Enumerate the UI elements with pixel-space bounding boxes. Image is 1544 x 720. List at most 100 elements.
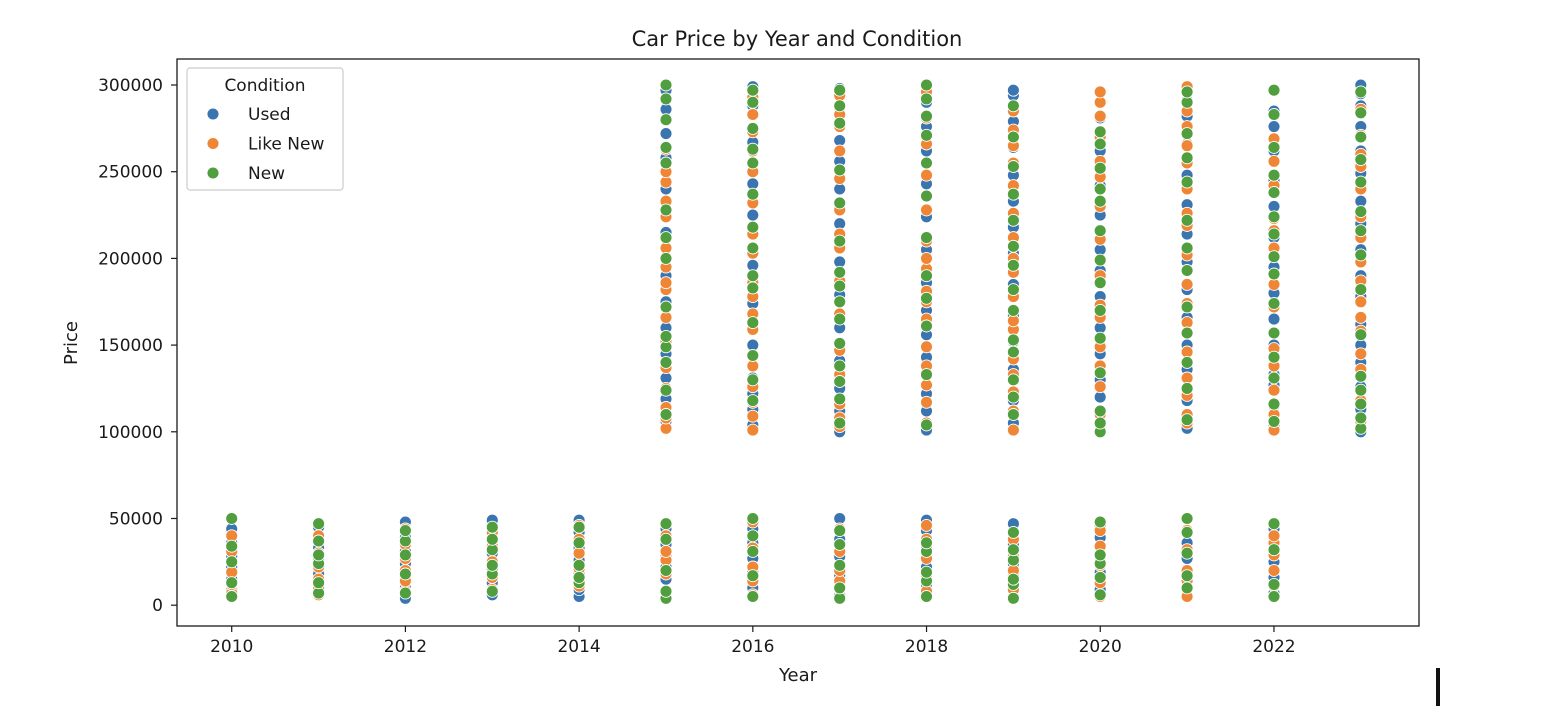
point-like-new xyxy=(920,168,933,182)
point-new xyxy=(833,416,847,430)
point-new xyxy=(920,231,933,245)
point-like-new xyxy=(920,395,933,409)
point-new xyxy=(1006,373,1020,387)
point-new xyxy=(1180,175,1194,189)
series-like-new xyxy=(225,80,1368,603)
point-new xyxy=(1354,175,1368,189)
legend-label-used: Used xyxy=(248,105,291,125)
point-new xyxy=(1180,525,1194,539)
point-new xyxy=(1093,404,1107,418)
point-new xyxy=(225,555,239,569)
point-like-new xyxy=(1180,139,1194,153)
point-new xyxy=(1093,303,1107,317)
point-new xyxy=(920,536,933,550)
point-new xyxy=(746,529,760,543)
point-new xyxy=(746,590,760,603)
point-new xyxy=(659,140,673,154)
point-new xyxy=(833,375,847,388)
point-like-new xyxy=(746,108,760,121)
y-tick-label: 300000 xyxy=(98,76,163,96)
point-new xyxy=(833,392,847,406)
point-new xyxy=(1093,161,1107,175)
point-new xyxy=(833,581,847,595)
point-like-new xyxy=(659,276,673,290)
point-new xyxy=(746,316,760,330)
point-new xyxy=(1006,213,1020,227)
y-tick-label: 200000 xyxy=(98,249,163,269)
point-new xyxy=(746,83,760,97)
point-new xyxy=(312,576,326,590)
y-tick-label: 0 xyxy=(152,596,163,616)
point-like-new xyxy=(1267,154,1281,168)
point-new xyxy=(1267,517,1281,531)
y-tick-label: 150000 xyxy=(98,336,163,356)
point-new xyxy=(746,241,760,255)
x-tick-label: 2020 xyxy=(1079,637,1122,657)
point-new xyxy=(1006,543,1020,557)
point-new xyxy=(1180,326,1194,340)
point-new xyxy=(746,512,760,525)
point-new xyxy=(225,576,239,590)
point-like-new xyxy=(1354,347,1368,361)
point-new xyxy=(833,116,847,130)
point-like-new xyxy=(920,251,933,265)
point-like-new xyxy=(659,544,673,558)
point-new xyxy=(1093,253,1107,267)
point-new xyxy=(833,265,847,279)
point-new xyxy=(659,383,673,397)
point-new xyxy=(1354,328,1368,342)
point-new xyxy=(1354,205,1368,219)
point-like-new xyxy=(1354,310,1368,324)
point-new xyxy=(1180,151,1194,165)
point-new xyxy=(833,538,847,551)
point-new xyxy=(1354,106,1368,120)
point-new xyxy=(833,558,847,572)
point-new xyxy=(485,558,499,572)
point-new xyxy=(225,590,239,603)
point-new xyxy=(746,349,760,362)
point-new xyxy=(1267,590,1281,603)
legend-label-like-new: Like New xyxy=(248,135,324,155)
point-like-new xyxy=(833,144,847,158)
point-new xyxy=(398,586,412,600)
point-new xyxy=(1180,381,1194,395)
point-new xyxy=(1267,543,1281,557)
point-new xyxy=(1354,85,1368,99)
point-new xyxy=(1093,570,1107,584)
point-new xyxy=(920,156,933,170)
point-new xyxy=(746,281,760,295)
point-new xyxy=(746,156,760,170)
point-new xyxy=(1006,187,1020,201)
x-tick-label: 2014 xyxy=(557,637,600,657)
point-new xyxy=(833,295,847,309)
point-new xyxy=(920,269,933,283)
point-new xyxy=(746,95,760,109)
x-tick-label: 2016 xyxy=(731,637,774,657)
point-new xyxy=(1354,248,1368,262)
point-like-new xyxy=(1093,380,1107,394)
point-new xyxy=(746,220,760,234)
point-new xyxy=(746,121,760,135)
point-new xyxy=(1354,153,1368,167)
x-tick-label: 2018 xyxy=(905,637,948,657)
point-new xyxy=(225,512,239,525)
point-like-new xyxy=(1093,85,1107,99)
point-new xyxy=(746,373,760,387)
point-new xyxy=(1006,525,1020,539)
point-new xyxy=(485,520,499,534)
y-axis-label: Price xyxy=(61,321,82,365)
point-new xyxy=(1180,581,1194,595)
point-like-new xyxy=(1006,423,1020,437)
point-new xyxy=(659,355,673,369)
point-new xyxy=(1267,350,1281,364)
point-new xyxy=(1180,213,1194,227)
point-new xyxy=(920,368,933,382)
point-new xyxy=(1093,194,1107,208)
point-new xyxy=(1180,569,1194,583)
point-new xyxy=(833,163,847,177)
point-new xyxy=(833,234,847,248)
point-new xyxy=(398,548,412,562)
point-like-new xyxy=(1093,109,1107,123)
point-new xyxy=(572,536,586,550)
point-new xyxy=(1267,210,1281,224)
